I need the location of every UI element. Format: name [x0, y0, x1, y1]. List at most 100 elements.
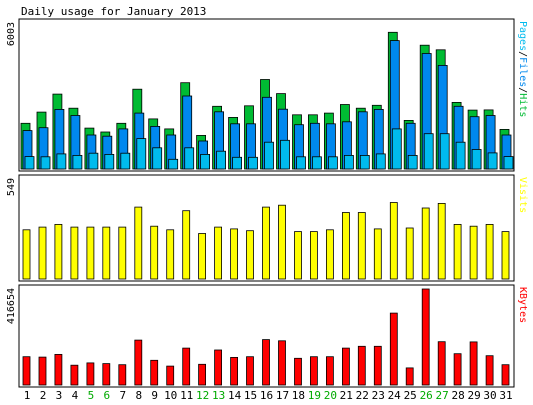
bar-kbytes: [166, 365, 175, 386]
day-label: 2: [40, 389, 47, 402]
day-label: 12: [196, 389, 209, 402]
bar-kbytes: [341, 347, 350, 386]
bar-pages: [184, 147, 195, 170]
bar-visits: [341, 212, 350, 280]
day-label: 20: [324, 389, 337, 402]
bar-visits: [437, 202, 446, 280]
bar-pages: [40, 156, 51, 170]
bar-pages: [88, 152, 99, 170]
day-label: 3: [56, 389, 63, 402]
bar-kbytes: [134, 339, 143, 386]
day-label: 14: [228, 389, 242, 402]
day-label: 25: [404, 389, 417, 402]
bar-visits: [118, 226, 127, 280]
bar-visits: [309, 231, 318, 280]
bar-pages: [327, 156, 338, 170]
side-label: Visits: [517, 177, 528, 213]
panel-kbytes: 416654 KBytes: [6, 284, 528, 388]
bar-visits: [389, 202, 398, 280]
side-label-part: Visits: [517, 177, 528, 213]
bar-visits: [485, 223, 494, 280]
bar-visits: [373, 228, 382, 280]
bar-visits: [166, 229, 175, 280]
bar-pages: [152, 147, 163, 170]
bar-visits: [325, 229, 334, 280]
panel-visits: 549 Visits: [6, 174, 528, 282]
day-label: 31: [499, 389, 512, 402]
bar-pages: [104, 153, 115, 170]
bar-visits: [469, 225, 478, 280]
side-label-part: Hits: [517, 93, 528, 117]
bar-visits: [357, 212, 366, 280]
bar-kbytes: [22, 356, 31, 386]
side-label-part: /: [517, 51, 528, 57]
day-label: 19: [308, 389, 321, 402]
side-label-part: /: [517, 87, 528, 93]
bar-kbytes: [118, 364, 127, 386]
bar-kbytes: [485, 355, 494, 386]
day-label: 11: [180, 389, 193, 402]
panel-hits: 6003 Pages/Files/Hits: [6, 18, 528, 172]
bar-pages: [168, 158, 179, 170]
day-label: 22: [356, 389, 369, 402]
bar-visits: [501, 231, 510, 280]
day-label: 8: [135, 389, 142, 402]
y-max-label: 549: [6, 178, 17, 196]
bar-visits: [246, 230, 254, 280]
bar-kbytes: [102, 363, 111, 386]
bar-pages: [503, 156, 514, 170]
chart-title: Daily usage for January 2013: [21, 5, 206, 18]
day-label: 28: [451, 389, 464, 402]
bar-pages: [487, 152, 498, 170]
bar-pages: [232, 156, 243, 170]
day-labels: 1 2 3 4 5 6 7 8 9 10 11 12 13 14 15 16 17 18 19 20 21 22 23 24 2…: [24, 389, 513, 402]
bar-pages: [391, 128, 402, 170]
day-label: 10: [164, 389, 177, 402]
day-label: 17: [276, 389, 289, 402]
day-label: 24: [388, 389, 402, 402]
day-label: 26: [420, 389, 433, 402]
bar-pages: [407, 154, 418, 170]
bar-pages: [359, 154, 370, 170]
bar-kbytes: [262, 339, 270, 386]
bar-kbytes: [469, 341, 478, 386]
chart-panels: 6003 Pages/Files/Hits 549 Visits 416654 KByte…: [6, 18, 528, 388]
bar-pages: [120, 152, 131, 170]
day-label: 9: [151, 389, 158, 402]
bar-visits: [54, 223, 63, 280]
bar-visits: [453, 223, 462, 280]
series-visits: [22, 202, 510, 280]
day-label: 6: [103, 389, 110, 402]
bar-visits: [421, 207, 430, 280]
bar-pages: [56, 153, 67, 170]
day-label: 5: [88, 389, 95, 402]
side-label: Pages/Files/Hits: [517, 21, 528, 117]
day-label: 23: [372, 389, 385, 402]
bar-kbytes: [182, 347, 191, 386]
bar-kbytes: [453, 353, 462, 386]
side-label-part: Pages: [517, 21, 528, 51]
bar-kbytes: [309, 356, 318, 386]
bar-pages: [311, 156, 322, 170]
bar-visits: [230, 228, 239, 280]
bar-pages: [200, 153, 211, 170]
bar-kbytes: [230, 356, 239, 386]
bar-pages: [248, 156, 258, 170]
side-label: KBytes: [517, 287, 528, 323]
bar-visits: [38, 226, 47, 280]
bar-pages: [375, 153, 386, 170]
day-label: 13: [212, 389, 225, 402]
day-label: 21: [340, 389, 353, 402]
bar-visits: [182, 210, 191, 280]
bar-visits: [70, 226, 79, 280]
bar-kbytes: [357, 345, 366, 386]
bar-kbytes: [325, 356, 334, 386]
bar-kbytes: [405, 367, 414, 386]
bar-visits: [214, 226, 223, 280]
bar-pages: [343, 154, 354, 170]
bar-pages: [264, 141, 274, 170]
side-label-part: KBytes: [517, 287, 528, 323]
bar-visits: [262, 206, 270, 280]
bar-pages: [439, 133, 450, 170]
